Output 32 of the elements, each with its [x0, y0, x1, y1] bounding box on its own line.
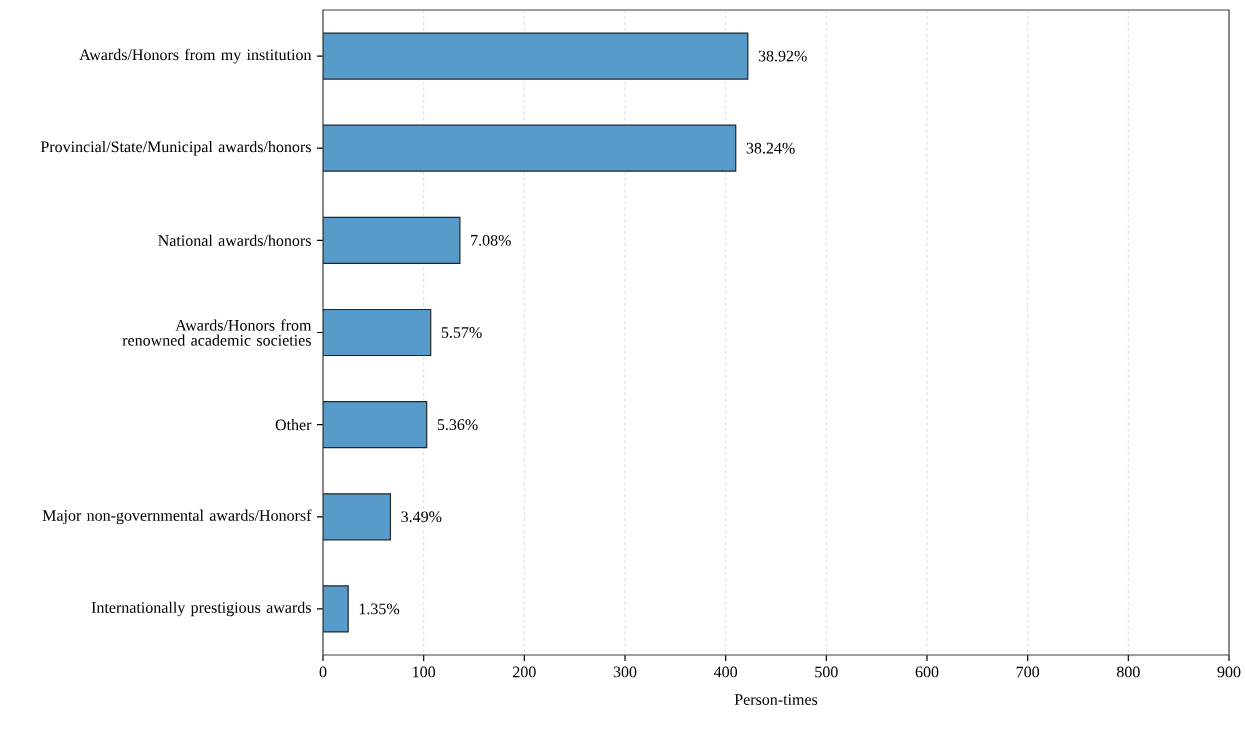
annotation: 5.57%: [441, 327, 482, 338]
x-tick-label: 500: [815, 666, 838, 678]
x-tick-label: 600: [915, 666, 939, 678]
y-tick-label: Other: [275, 419, 312, 431]
bar: [323, 401, 428, 449]
bar: [323, 585, 349, 633]
bar: [323, 308, 432, 357]
x-tick-label: 300: [613, 666, 637, 678]
bar: [323, 124, 737, 172]
x-tick-label: 900: [1217, 666, 1241, 678]
annotation: 1.35%: [359, 603, 400, 615]
annotation: 3.49%: [401, 511, 442, 523]
x-tick-label: 400: [713, 666, 738, 678]
x-tick-label: 0: [319, 666, 327, 678]
annotation: 5.36%: [437, 419, 478, 431]
annotation: 38.24%: [746, 142, 795, 154]
y-tick-label: Awards/Honors from my institution: [79, 48, 312, 64]
x-tick-label: 200: [513, 666, 536, 678]
x-tick-label: 100: [413, 666, 436, 678]
y-tick-label: Major non-governmental awards/Honorsf: [42, 509, 312, 525]
x-tick-label: 700: [1016, 666, 1040, 678]
y-tick-label: National awards/honors: [158, 234, 311, 246]
y-tick-label: Internationally prestigious awards: [91, 601, 311, 617]
bar: [323, 216, 461, 264]
bar: [323, 32, 749, 80]
x-axis-title: Person-times: [734, 694, 818, 705]
x-tick-label: 800: [1116, 666, 1140, 678]
annotation: 7.08%: [471, 234, 511, 246]
bar: [323, 493, 392, 541]
y-tick-label: Provincial/State/Municipal awards/honors: [40, 140, 311, 156]
annotation: 38.92%: [758, 50, 807, 62]
y-tick-label: Awards/Honors from renowned academic societies: [122, 319, 312, 346]
